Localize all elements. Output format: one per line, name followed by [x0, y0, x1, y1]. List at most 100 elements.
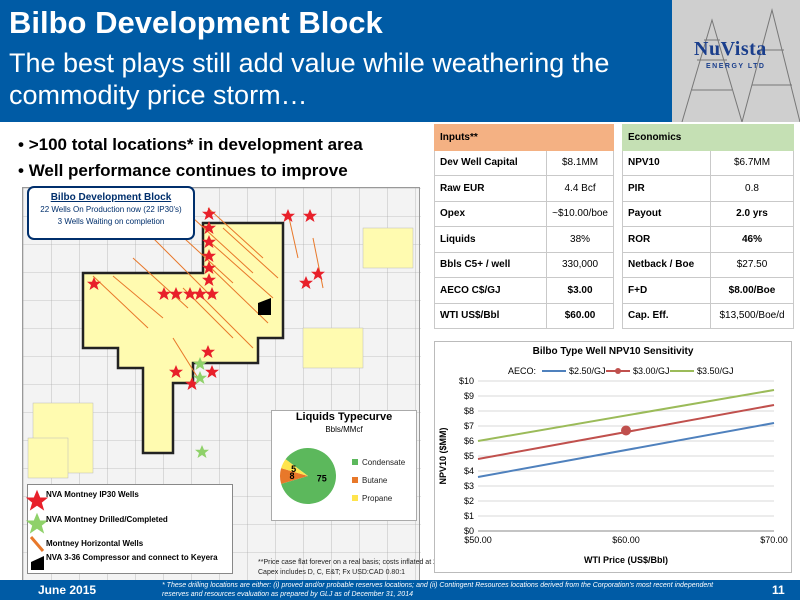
- compressor-icon: [256, 298, 271, 315]
- note-line: **Price case flat forever on a real basi…: [258, 559, 481, 566]
- table-row: Raw EUR 4.4 Bcf: [433, 175, 614, 202]
- y-tick-label: $8: [464, 406, 474, 416]
- legend-label: NVA 3-36 Compressor and connect to Keyer…: [46, 553, 218, 562]
- row-label: ROR: [622, 226, 711, 253]
- row-label: Dev Well Capital: [433, 149, 548, 176]
- row-label: WTI US$/Bbl: [433, 302, 548, 329]
- price-case-note: **Price case flat forever on a real basi…: [258, 558, 481, 578]
- row-label: Liquids: [433, 226, 548, 253]
- row-label: Opex: [433, 200, 548, 227]
- y-tick-label: $10: [459, 376, 474, 386]
- legend-swatch: [352, 477, 358, 483]
- series-line: [477, 422, 775, 478]
- bullet-item: • Well performance continues to improve: [18, 161, 348, 180]
- legend-marker: [615, 368, 621, 374]
- legend-label: $3.50/GJ: [697, 366, 734, 376]
- block-label-title: Bilbo Development Block: [50, 192, 172, 203]
- logo-name: NuVista: [694, 38, 767, 60]
- npv-sensitivity-chart: Bilbo Type Well NPV10 Sensitivity $0 $1 $2 $…: [438, 346, 788, 565]
- y-tick-label: $3: [464, 481, 474, 491]
- header-banner: [0, 0, 800, 122]
- table-row: Bbls C5+ / well 330,000: [433, 251, 614, 278]
- x-tick-label: $60.00: [612, 535, 640, 545]
- row-value: $6.7MM: [710, 149, 794, 176]
- x-tick-label: $70.00: [760, 535, 788, 545]
- y-tick-label: $1: [464, 511, 474, 521]
- y-tick-label: $6: [464, 436, 474, 446]
- block-label-line: 3 Wells Waiting on completion: [57, 217, 165, 226]
- x-axis-label: WTI Price (US$/Bbl): [584, 555, 668, 565]
- inputs-table: Inputs** Dev Well Capital $8.1MM Raw EUR 4.…: [433, 124, 614, 329]
- series-line: [477, 389, 775, 442]
- chart-title: Bilbo Type Well NPV10 Sensitivity: [533, 346, 694, 357]
- pie-legend-item: Propane: [352, 494, 392, 503]
- row-value: $8.1MM: [546, 149, 614, 176]
- y-tick-label: $9: [464, 391, 474, 401]
- footer-date: June 2015: [38, 583, 97, 597]
- legend-text: Butane: [362, 476, 388, 485]
- block-label-box: Bilbo Development Block 22 Wells On Prod…: [27, 186, 195, 240]
- pie-slice: [281, 459, 308, 476]
- economics-table: Economics NPV10 $6.7MM PIR 0.8 Payout 2.0 yrs…: [622, 124, 794, 329]
- tower-graphic: [672, 0, 800, 122]
- footer-note: * These drilling locations are either: (…: [162, 582, 714, 598]
- economics-header: Economics: [622, 124, 794, 151]
- y-axis-label: NPV10 ($MM): [438, 427, 448, 484]
- table-row: ROR 46%: [622, 226, 794, 253]
- table-row: Netback / Boe $27.50: [622, 251, 794, 278]
- y-tick-label: $5: [464, 451, 474, 461]
- row-value: $27.50: [710, 251, 794, 278]
- table-row: WTI US$/Bbl $60.00: [433, 302, 614, 329]
- bullet-text: >100 total locations* in development are…: [28, 135, 363, 154]
- legend-label: Montney Horizontal Wells: [46, 539, 144, 548]
- page-number: 11: [772, 583, 785, 597]
- legend-title: AECO:: [508, 366, 536, 376]
- y-tick-label: $7: [464, 421, 474, 431]
- row-value: 46%: [710, 226, 794, 253]
- bullet-text: Well performance continues to improve: [28, 161, 348, 180]
- logo-background: [672, 0, 800, 122]
- table-row: Dev Well Capital $8.1MM: [433, 149, 614, 176]
- row-value: 2.0 yrs: [710, 200, 794, 227]
- x-tick-label: $50.00: [464, 535, 492, 545]
- table-row: NPV10 $6.7MM: [622, 149, 794, 176]
- row-value: 330,000: [546, 251, 614, 278]
- row-value: $13,500/Boe/d: [710, 302, 794, 329]
- legend-label: NVA Montney Drilled/Completed: [46, 515, 168, 524]
- row-label: Netback / Boe: [622, 251, 711, 278]
- pie-slice: [280, 468, 308, 484]
- row-label: Bbls C5+ / well: [433, 251, 548, 278]
- row-label: Raw EUR: [433, 175, 548, 202]
- table-row: AECO C$/GJ $3.00: [433, 277, 614, 304]
- pie-value-label: 75: [317, 473, 327, 483]
- row-label: PIR: [622, 175, 711, 202]
- bullet-item: • >100 total locations* in development a…: [18, 135, 363, 154]
- bullet-list: • >100 total locations* in development a…: [18, 132, 363, 184]
- legend-text: Condensate: [362, 458, 406, 467]
- table-row: Cap. Eff. $13,500/Boe/d: [622, 302, 794, 329]
- row-label: Cap. Eff.: [622, 302, 711, 329]
- pie-slice: [281, 448, 336, 504]
- row-value: 38%: [546, 226, 614, 253]
- pie-title: Liquids Typecurve: [295, 411, 393, 423]
- liquids-pie: 75 85: [280, 448, 336, 504]
- footer-bar: [0, 580, 800, 600]
- pie-value-label: 8: [289, 471, 294, 481]
- row-value: ~$10.00/boe: [546, 200, 614, 227]
- row-value: 0.8: [710, 175, 794, 202]
- table-row: PIR 0.8: [622, 175, 794, 202]
- pie-value-label: 5: [291, 464, 296, 474]
- block-label-line: 22 Wells On Production now (22 IP30's): [40, 205, 182, 214]
- inputs-header: Inputs**: [434, 124, 614, 151]
- row-label: Payout: [622, 200, 711, 227]
- legend-label: NVA Montney IP30 Wells: [46, 490, 139, 499]
- y-tick-label: $4: [464, 466, 474, 476]
- legend-swatch: [352, 459, 358, 465]
- note-line: Capex includes D, C, E&T; Fx USD:CAD 0.8…: [258, 569, 406, 576]
- page-subtitle: The best plays still add value while wea…: [9, 48, 610, 110]
- row-value: 4.4 Bcf: [546, 175, 614, 202]
- row-label: F+D: [622, 277, 711, 304]
- row-value: $60.00: [546, 302, 614, 329]
- legend-label: $2.50/GJ: [569, 366, 606, 376]
- highlight-point: [621, 425, 631, 436]
